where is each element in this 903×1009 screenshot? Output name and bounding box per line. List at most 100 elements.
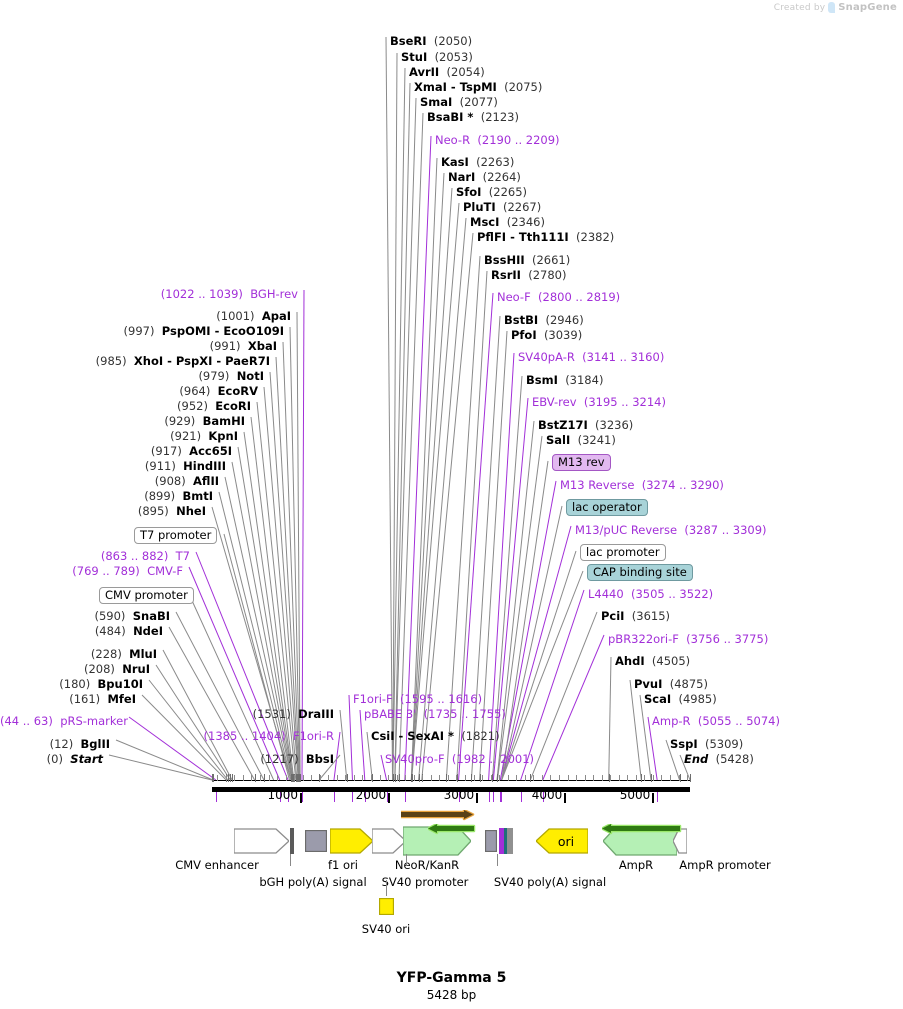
enzyme-label-draiii[interactable]: (1531) DraIII [0, 708, 334, 720]
feature-connector [290, 854, 291, 866]
primer-label-ebv-rev[interactable]: EBV-rev (3195 .. 3214) [532, 396, 666, 408]
enzyme-label-ahdi[interactable]: AhdI (4505) [615, 655, 690, 667]
direction-arrow-orange-arrow-right[interactable] [399, 806, 475, 825]
enzyme-label-smai[interactable]: SmaI (2077) [420, 96, 498, 108]
enzyme-label-bpu10i[interactable]: (180) Bpu10I [0, 678, 143, 690]
feature-badge-m13-rev[interactable]: M13 rev [552, 454, 611, 471]
enzyme-label-avrii[interactable]: AvrII (2054) [409, 66, 485, 78]
direction-arrow-green-arrow-left-2[interactable] [600, 820, 682, 839]
feature-cmv-enhancer[interactable] [233, 828, 290, 854]
enzyme-label-bstbi[interactable]: BstBI (2946) [504, 314, 584, 326]
enzyme-label-ecori[interactable]: (952) EcoRI [0, 400, 251, 412]
feature-badge-lac-operator[interactable]: lac operator [566, 499, 648, 516]
enzyme-label-sali[interactable]: SalI (3241) [546, 434, 616, 446]
primer-label-f1ori-f[interactable]: F1ori-F (1595 .. 1616) [353, 693, 482, 705]
enzyme-label-ecorv[interactable]: (964) EcoRV [0, 385, 258, 397]
enzyme-label-ndei[interactable]: (484) NdeI [0, 625, 163, 637]
feature-ori[interactable]: ori [535, 828, 589, 854]
feature-badge-cap-binding-site[interactable]: CAP binding site [587, 564, 693, 581]
enzyme-name: EcoRV [217, 384, 258, 398]
feature-sv40-promoter[interactable] [371, 828, 407, 854]
feature-sv40-poly-a-signal[interactable] [484, 829, 498, 853]
primer-label-neo-f[interactable]: Neo-F (2800 .. 2819) [497, 291, 620, 303]
enzyme-label-sspi[interactable]: SspI (5309) [670, 738, 743, 750]
primer-label-l4440[interactable]: L4440 (3505 .. 3522) [588, 588, 713, 600]
primer-label-cmv-f[interactable]: (769 .. 789) CMV-F [0, 565, 183, 577]
feature-inner-label: ori [557, 833, 575, 849]
primer-label-prs-marker[interactable]: (44 .. 63) pRS-marker [0, 715, 128, 727]
enzyme-label-pluti[interactable]: PluTI (2267) [463, 201, 541, 213]
enzyme-name: DraIII [298, 707, 334, 721]
enzyme-label-kpni[interactable]: (921) KpnI [0, 430, 238, 442]
feature-badge-lac-promoter[interactable]: lac promoter [580, 544, 666, 561]
enzyme-label-nrui[interactable]: (208) NruI [0, 663, 150, 675]
enzyme-label-apai[interactable]: (1001) ApaI [0, 310, 291, 322]
enzyme-label-start[interactable]: (0) Start [0, 753, 103, 765]
enzyme-label-kasi[interactable]: KasI (2263) [441, 156, 514, 168]
ruler-tick [520, 792, 522, 802]
enzyme-label-bsmi[interactable]: BsmI (3184) [526, 374, 603, 386]
primer-label-m13-puc-reverse[interactable]: M13/pUC Reverse (3287 .. 3309) [575, 524, 767, 536]
site-position: (979) [198, 369, 230, 383]
enzyme-label-xbai[interactable]: (991) XbaI [0, 340, 277, 352]
enzyme-label-bmti[interactable]: (899) BmtI [0, 490, 213, 502]
enzyme-label-bstz17i[interactable]: BstZ17I (3236) [538, 419, 633, 431]
enzyme-label-pvui[interactable]: PvuI (4875) [634, 678, 708, 690]
feature-badge-cmv-promoter[interactable]: CMV promoter [99, 587, 194, 604]
enzyme-label-acc65i[interactable]: (917) Acc65I [0, 445, 232, 457]
enzyme-label-hindiii[interactable]: (911) HindIII [0, 460, 226, 472]
enzyme-label-pspomi-ecoo109i[interactable]: (997) PspOMI - EcoO109I [0, 325, 284, 337]
enzyme-label-noti[interactable]: (979) NotI [0, 370, 264, 382]
enzyme-label-csii-sexai-[interactable]: CsiI - SexAI * (1821) [371, 730, 500, 742]
enzyme-label-bsshii[interactable]: BssHII (2661) [484, 254, 570, 266]
enzyme-label-stui[interactable]: StuI (2053) [401, 51, 473, 63]
primer-label-sv40pa-r[interactable]: SV40pA-R (3141 .. 3160) [518, 351, 664, 363]
primer-name: F1ori-R [292, 729, 334, 743]
enzyme-label-nhei[interactable]: (895) NheI [0, 505, 206, 517]
enzyme-label-bsabi-[interactable]: BsaBI * (2123) [427, 111, 519, 123]
direction-arrow-green-arrow-left[interactable] [426, 820, 476, 839]
feature-label-cmv-enhancer: CMV enhancer [175, 858, 259, 872]
feature-f1-ori-arrow[interactable] [329, 828, 374, 854]
primer-label-sv40pro-f[interactable]: SV40pro-F (1982 .. 2001) [385, 753, 534, 765]
enzyme-label-snabi[interactable]: (590) SnaBI [0, 610, 170, 622]
enzyme-label-aflii[interactable]: (908) AflII [0, 475, 219, 487]
feature-mcs-stripes[interactable] [499, 828, 513, 854]
enzyme-label-sfoi[interactable]: SfoI (2265) [456, 186, 527, 198]
primer-label-amp-r[interactable]: Amp-R (5055 .. 5074) [652, 715, 780, 727]
feature-sv40-ori[interactable] [378, 897, 395, 916]
feature-f1-ori[interactable] [304, 829, 328, 853]
primer-label-pbr322ori-f[interactable]: pBR322ori-F (3756 .. 3775) [608, 633, 768, 645]
enzyme-label-pflfi-tth111i[interactable]: PflFI - Tth111I (2382) [477, 231, 614, 243]
site-position: (2053) [434, 50, 473, 64]
primer-label-m13-reverse[interactable]: M13 Reverse (3274 .. 3290) [560, 479, 724, 491]
primer-label-pbabe-3-[interactable]: pBABE 3' (1735 .. 1755) [364, 708, 506, 720]
enzyme-label-rsrii[interactable]: RsrII (2780) [491, 269, 567, 281]
enzyme-label-pfoi[interactable]: PfoI (3039) [511, 329, 582, 341]
ruler-tick [601, 775, 603, 781]
site-position: (2123) [480, 110, 519, 124]
primer-label-neo-r[interactable]: Neo-R (2190 .. 2209) [435, 134, 560, 146]
enzyme-label-bglii[interactable]: (12) BglII [0, 738, 110, 750]
primer-label-bgh-rev[interactable]: (1022 .. 1039) BGH-rev [0, 288, 298, 300]
enzyme-label-end[interactable]: End (5428) [684, 753, 754, 765]
enzyme-label-pcii[interactable]: PciI (3615) [601, 610, 670, 622]
enzyme-label-scai[interactable]: ScaI (4985) [644, 693, 717, 705]
enzyme-label-nari[interactable]: NarI (2264) [448, 171, 521, 183]
ruler-tick [371, 775, 373, 781]
enzyme-label-mfei[interactable]: (161) MfeI [0, 693, 136, 705]
primer-label-f1ori-r[interactable]: (1385 .. 1404) F1ori-R [0, 730, 334, 742]
enzyme-label-xhoi-pspxi-paer7i[interactable]: (985) XhoI - PspXI - PaeR7I [0, 355, 270, 367]
feature-badge-t7-promoter[interactable]: T7 promoter [134, 527, 218, 544]
enzyme-label-xmai-tspmi[interactable]: XmaI - TspMI (2075) [414, 81, 542, 93]
enzyme-label-bamhi[interactable]: (929) BamHI [0, 415, 245, 427]
feature-bgh-poly-a-signal[interactable] [289, 827, 295, 855]
primer-label-t7[interactable]: (863 .. 882) T7 [0, 550, 190, 562]
enzyme-label-msci[interactable]: MscI (2346) [470, 216, 545, 228]
leader-line [404, 135, 432, 781]
primer-name: SV40pA-R [518, 350, 575, 364]
ruler-tick [641, 774, 643, 782]
enzyme-label-bseri[interactable]: BseRI (2050) [390, 35, 472, 47]
enzyme-label-bbsi[interactable]: (1217) BbsI [0, 753, 334, 765]
enzyme-label-mlui[interactable]: (228) MluI [0, 648, 157, 660]
